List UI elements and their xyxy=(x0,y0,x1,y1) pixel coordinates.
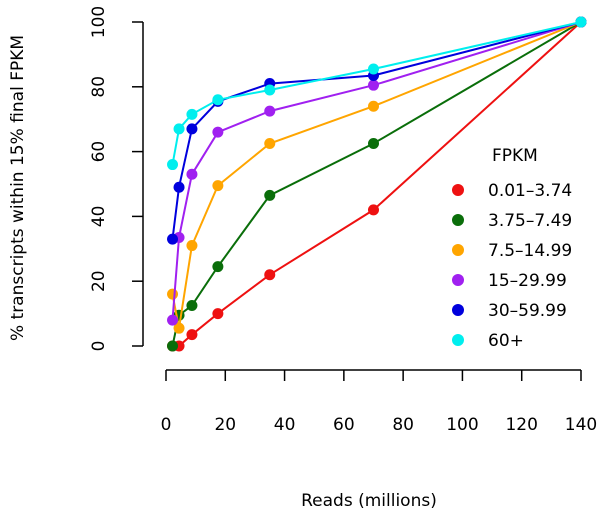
data-point xyxy=(368,204,379,216)
data-point xyxy=(264,105,276,117)
y-tick-label: 60 xyxy=(89,141,109,163)
data-point xyxy=(264,84,276,96)
x-tick-label: 0 xyxy=(161,415,172,435)
data-point xyxy=(575,16,587,28)
legend-swatch xyxy=(452,214,464,226)
x-tick-label: 60 xyxy=(333,415,355,435)
legend-item: 30–59.99 xyxy=(452,301,567,321)
legend: FPKM 0.01–3.74 3.75–7.49 7.5–14.99 15–29.99 3… xyxy=(452,146,572,351)
x-tick-label: 120 xyxy=(505,415,537,435)
data-point xyxy=(186,168,198,180)
data-point xyxy=(212,180,224,192)
data-point xyxy=(212,126,224,138)
y-tick-label: 40 xyxy=(89,206,109,228)
legend-item: 3.75–7.49 xyxy=(452,211,572,231)
legend-label: 15–29.99 xyxy=(488,271,567,291)
data-point xyxy=(173,322,185,334)
data-point xyxy=(173,123,185,135)
x-tick-label: 140 xyxy=(565,415,597,435)
data-point xyxy=(167,288,179,300)
data-point xyxy=(264,189,276,201)
legend-label: 3.75–7.49 xyxy=(488,211,572,231)
legend-item: 7.5–14.99 xyxy=(452,241,572,261)
x-tick-label: 100 xyxy=(446,415,478,435)
legend-swatch xyxy=(452,274,464,286)
data-point xyxy=(264,269,276,281)
data-point xyxy=(186,123,198,135)
legend-label: 60+ xyxy=(488,331,524,351)
series-layer xyxy=(167,16,587,352)
legend-title: FPKM xyxy=(492,146,538,166)
data-point xyxy=(186,240,198,252)
data-point xyxy=(368,79,379,91)
series-5 xyxy=(167,16,587,171)
legend-item: 60+ xyxy=(452,331,524,351)
data-point xyxy=(368,100,379,112)
data-point xyxy=(167,159,179,171)
legend-item: 0.01–3.74 xyxy=(452,181,572,201)
legend-swatch xyxy=(452,184,464,196)
y-tick-label: 100 xyxy=(89,6,109,38)
data-point xyxy=(167,314,179,326)
y-tick-label: 80 xyxy=(89,76,109,98)
data-point xyxy=(212,308,224,320)
data-point xyxy=(167,340,179,352)
y-tick-label: 0 xyxy=(89,341,109,352)
legend-label: 30–59.99 xyxy=(488,301,567,321)
axes: 0 20 40 60 80 100 120 140 0 20 40 60 80 100 xyxy=(89,6,597,435)
data-point xyxy=(264,138,276,149)
data-point xyxy=(186,108,198,120)
legend-swatch xyxy=(452,244,464,256)
data-point xyxy=(186,329,198,341)
data-point xyxy=(167,233,179,245)
legend-swatch xyxy=(452,304,464,316)
legend-label: 7.5–14.99 xyxy=(488,241,572,261)
legend-item: 15–29.99 xyxy=(452,271,567,291)
data-point xyxy=(173,181,185,193)
legend-swatch xyxy=(452,334,464,346)
x-tick-label: 40 xyxy=(274,415,296,435)
y-axis-title: % transcripts within 15% final FPKM xyxy=(8,35,28,341)
data-point xyxy=(212,94,224,106)
data-point xyxy=(368,138,379,149)
data-point xyxy=(368,63,379,75)
x-tick-label: 80 xyxy=(392,415,414,435)
series-3 xyxy=(167,16,587,326)
x-tick-label: 20 xyxy=(214,415,236,435)
data-point xyxy=(186,300,198,311)
data-point xyxy=(212,261,224,273)
legend-label: 0.01–3.74 xyxy=(488,181,572,201)
x-axis-title: Reads (millions) xyxy=(301,491,437,511)
y-tick-label: 20 xyxy=(89,270,109,292)
